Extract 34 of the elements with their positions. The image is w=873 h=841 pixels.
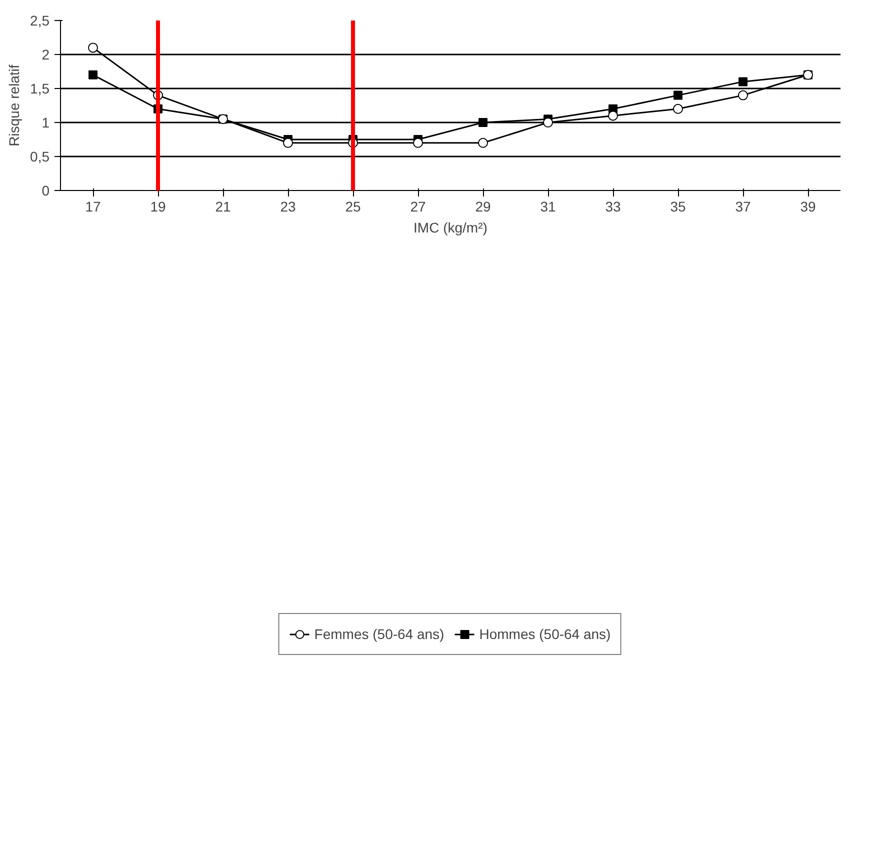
point [478,138,488,148]
point [673,104,683,114]
x-tick-label: 29 [475,198,491,214]
x-tick-label: 31 [540,198,556,214]
y-tick-label: 0 [42,182,50,198]
x-tick-label: 23 [280,198,296,214]
y-tick-label: 1 [42,114,50,130]
legend-label: Femmes (50-64 ans) [314,626,444,642]
point [88,70,98,80]
point [88,42,98,53]
point [543,118,553,128]
legend-label: Hommes (50-64 ans) [479,626,611,642]
x-tick-label: 25 [345,198,361,214]
x-tick-label: 33 [605,198,621,214]
x-tick-label: 19 [150,198,166,214]
x-axis-title: IMC (kg/m²) [414,220,488,236]
x-tick-label: 27 [410,198,426,214]
x-tick-label: 17 [85,198,101,214]
x-tick-label: 39 [800,198,816,214]
x-tick-label: 35 [670,198,686,214]
point [413,138,423,148]
x-tick-label: 21 [215,198,231,214]
point [738,77,748,86]
point [738,90,748,100]
y-tick-label: 1,5 [30,80,50,96]
y-tick-label: 2 [42,46,50,62]
x-tick-label: 37 [735,198,751,214]
point [478,118,488,127]
y-tick-label: 0,5 [30,148,50,164]
point [608,110,618,121]
y-tick-label: 2,5 [30,12,50,28]
point [283,138,293,148]
y-axis-title: Risque relatif [6,64,22,146]
point [674,90,682,100]
